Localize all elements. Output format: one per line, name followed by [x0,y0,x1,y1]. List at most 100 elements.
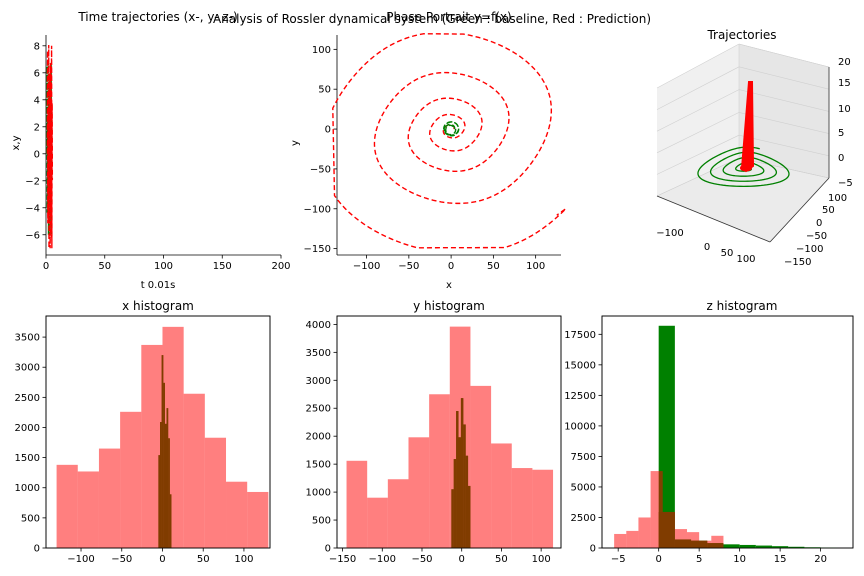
y-histogram-plot: −150 −100 −50 0 50 10005001000150020002500300… [306,315,562,565]
xhist-prediction-bar [77,471,99,548]
xhist-overlap-bar [160,422,162,548]
xhist-overlap-bar [163,382,165,548]
zhist-frame-top [601,315,854,549]
zhist-baseline-bar [755,545,773,548]
suptitle: Analysis of Rossler dynamical system (Gr… [213,12,651,26]
phase-ytick-label: −150 [304,244,331,255]
traj3d-z-tick-label: 15 [838,78,851,89]
zhist-xtick-label: −5 [611,554,626,565]
zhist-prediction-bar [626,530,639,548]
xhist-xtick-label: −50 [111,554,132,565]
zhist-ytick-label: 0 [590,544,596,555]
time-xtick-label: 100 [154,261,173,272]
zhist-ytick-label: 2500 [571,513,596,524]
yhist-overlap-bar [456,411,459,548]
traj3d-gridline [738,157,830,179]
xhist-prediction-bar [204,437,227,548]
traj3d-gridline [656,66,740,110]
yhist-xtick-label: 50 [495,554,508,565]
yhist-prediction-bar [491,443,512,548]
time-plot: 0 50 100 150 200 −6 −4 −2 0 2 4 6 8 [25,35,291,272]
yhist-title: y histogram [413,299,485,313]
yhist-prediction-bar [511,468,533,548]
xhist-overlap-bar [169,494,172,548]
phase-title: Phase Portrait y=f(x) [386,10,511,24]
yhist-ytick-label: 2500 [306,404,331,415]
phase-ylabel: y [290,140,301,146]
zhist-prediction-bar [638,517,651,548]
traj3d-x-tick-label: −100 [656,228,683,239]
time-ytick-label: −2 [25,176,40,187]
xhist-ytick-label: 3500 [15,333,40,344]
traj3d-y-tick-label: −150 [784,257,811,268]
yhist-ytick-label: 1500 [306,460,331,471]
zhist-overlap-bar [691,540,708,548]
xhist-prediction-bar [120,411,142,548]
traj3d-gridline [738,134,830,157]
yhist-ytick-label: 0 [325,544,331,555]
time-ytick-label: −6 [25,230,40,241]
xhist-prediction-bar [226,481,248,548]
zhist-baseline-bar [772,546,789,548]
phase-ytick-label: −100 [304,204,331,215]
traj3d-y-tick-label: 50 [822,205,835,216]
xhist-xtick-label: 50 [197,554,210,565]
xhist-xtick-label: 0 [159,554,165,565]
yhist-overlap-bar [465,455,469,548]
time-ytick-label: 8 [34,41,40,52]
zhist-ytick-label: 10000 [564,421,596,432]
yhist-ytick-label: 3500 [306,348,331,359]
yhist-prediction-bar [387,479,409,548]
yhist-ytick-label: 3000 [306,376,331,387]
yhist-ytick-label: 500 [312,516,331,527]
zhist-ytick-label: 12500 [564,391,596,402]
xhist-ytick-label: 1000 [15,483,40,494]
xhist-prediction-bar [183,393,205,548]
yhist-overlap-bar [458,437,461,548]
yhist-xtick-label: 100 [532,554,551,565]
phase-ytick-label: 0 [325,125,331,136]
xhist-ytick-label: 3000 [15,363,40,374]
zhist-baseline-bar [658,325,675,548]
yhist-overlap-bar [463,424,466,548]
time-xtick-label: 200 [271,261,290,272]
yhist-ytick-label: 4000 [306,320,331,331]
yhist-prediction-bar [346,460,368,548]
phase-plot: −100 −50 0 50 100 −150 −100 −50 0 50 100 [304,33,567,272]
x-histogram-plot: −100 −50 0 50 100050010001500200025003000350… [15,315,271,565]
xhist-prediction-bar [98,448,121,548]
zhist-ytick-label: 5000 [571,482,596,493]
traj3d-gridline [738,112,830,134]
time-ylabel: x,y [11,135,22,150]
zhist-ytick-label: 7500 [571,452,596,463]
phase-xtick-label: −50 [398,261,419,272]
traj3d-x-tick-label: 0 [704,242,710,253]
xhist-ytick-label: 2500 [15,393,40,404]
time-xtick-label: 0 [43,261,49,272]
yhist-xtick-label: −150 [329,554,356,565]
xhist-overlap-bar [164,423,167,548]
zhist-xtick-label: 20 [814,554,827,565]
zhist-prediction-bar [614,533,627,548]
traj3d-y-axis-line [769,177,830,243]
traj3d-x-axis-line [656,195,771,243]
phase-xlabel: x [446,280,452,291]
time-ytick-label: 0 [34,149,40,160]
time-prediction-line [46,45,54,249]
traj3d-x-tick-label: 100 [736,254,755,265]
yhist-ytick-label: 1000 [306,488,331,499]
traj3d-baseline-line [697,146,790,188]
yhist-xtick-label: −100 [369,554,396,565]
yhist-prediction-bar [408,437,430,548]
time-xtick-label: 150 [213,261,232,272]
phase-baseline-line [443,121,460,137]
xhist-overlap-bar [168,438,170,548]
xhist-ytick-label: 1500 [15,453,40,464]
traj3d-gridline [738,66,830,90]
yhist-xtick-label: −50 [411,554,432,565]
zhist-title: z histogram [707,299,778,313]
yhist-ytick-label: 2000 [306,432,331,443]
yhist-overlap-bar [468,485,471,548]
